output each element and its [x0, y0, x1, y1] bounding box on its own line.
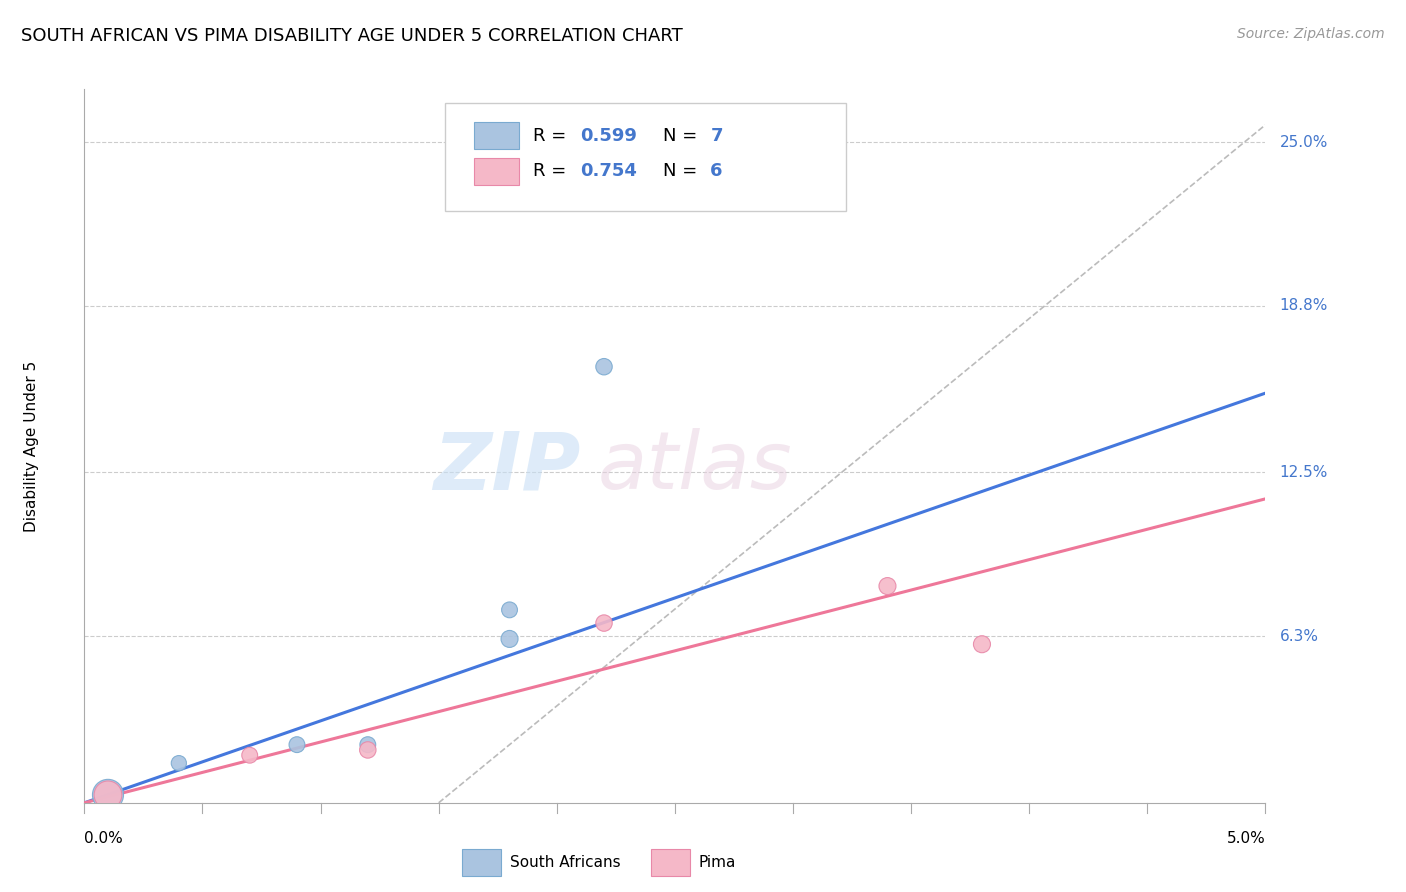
Point [97, 788, 120, 802]
Text: 6.3%: 6.3% [1279, 629, 1319, 644]
FancyBboxPatch shape [651, 849, 690, 876]
Point [970, 637, 993, 651]
Text: 12.5%: 12.5% [1279, 465, 1327, 480]
Point [593, 616, 616, 631]
Text: 5.0%: 5.0% [1226, 831, 1265, 847]
Text: 7: 7 [710, 127, 723, 145]
FancyBboxPatch shape [444, 103, 846, 211]
Point [167, 756, 190, 771]
Text: 0.599: 0.599 [581, 127, 637, 145]
Text: ZIP: ZIP [433, 428, 581, 507]
Point [239, 748, 262, 763]
FancyBboxPatch shape [474, 122, 519, 149]
Text: Pima: Pima [699, 855, 735, 870]
Point [876, 579, 898, 593]
Text: R =: R = [533, 162, 572, 180]
FancyBboxPatch shape [463, 849, 502, 876]
Point [498, 603, 520, 617]
Text: Source: ZipAtlas.com: Source: ZipAtlas.com [1237, 27, 1385, 41]
Text: 6: 6 [710, 162, 723, 180]
Text: Disability Age Under 5: Disability Age Under 5 [24, 360, 39, 532]
Text: SOUTH AFRICAN VS PIMA DISABILITY AGE UNDER 5 CORRELATION CHART: SOUTH AFRICAN VS PIMA DISABILITY AGE UND… [21, 27, 683, 45]
Point [285, 738, 308, 752]
Text: South Africans: South Africans [509, 855, 620, 870]
Point [357, 738, 380, 752]
Text: N =: N = [664, 127, 703, 145]
Point [498, 632, 520, 646]
Point [357, 743, 380, 757]
Text: atlas: atlas [598, 428, 793, 507]
Text: 0.754: 0.754 [581, 162, 637, 180]
Text: 25.0%: 25.0% [1279, 135, 1327, 150]
Text: 0.0%: 0.0% [84, 831, 124, 847]
FancyBboxPatch shape [474, 158, 519, 185]
Point [97, 788, 120, 802]
Text: 18.8%: 18.8% [1279, 299, 1327, 313]
Text: N =: N = [664, 162, 703, 180]
Text: R =: R = [533, 127, 572, 145]
Point [593, 359, 616, 374]
